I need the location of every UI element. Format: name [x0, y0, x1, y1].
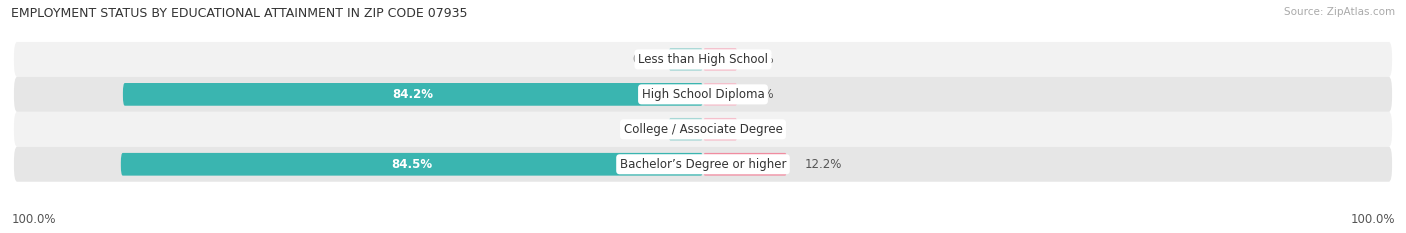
- Text: Source: ZipAtlas.com: Source: ZipAtlas.com: [1284, 7, 1395, 17]
- Text: 0.0%: 0.0%: [633, 53, 662, 66]
- Text: High School Diploma: High School Diploma: [641, 88, 765, 101]
- Text: EMPLOYMENT STATUS BY EDUCATIONAL ATTAINMENT IN ZIP CODE 07935: EMPLOYMENT STATUS BY EDUCATIONAL ATTAINM…: [11, 7, 468, 20]
- FancyBboxPatch shape: [703, 118, 738, 141]
- FancyBboxPatch shape: [14, 77, 1392, 112]
- Text: Less than High School: Less than High School: [638, 53, 768, 66]
- Text: College / Associate Degree: College / Associate Degree: [624, 123, 782, 136]
- FancyBboxPatch shape: [669, 48, 703, 71]
- Text: 84.5%: 84.5%: [391, 158, 433, 171]
- FancyBboxPatch shape: [669, 118, 703, 141]
- Text: 0.0%: 0.0%: [744, 123, 773, 136]
- Text: 12.2%: 12.2%: [804, 158, 842, 171]
- Text: 0.0%: 0.0%: [744, 53, 773, 66]
- Text: 0.0%: 0.0%: [633, 123, 662, 136]
- Text: 100.0%: 100.0%: [11, 212, 56, 226]
- FancyBboxPatch shape: [703, 48, 738, 71]
- FancyBboxPatch shape: [14, 147, 1392, 182]
- Legend: In Labor Force, Unemployed: In Labor Force, Unemployed: [599, 230, 807, 233]
- FancyBboxPatch shape: [703, 83, 738, 106]
- Text: Bachelor’s Degree or higher: Bachelor’s Degree or higher: [620, 158, 786, 171]
- FancyBboxPatch shape: [14, 42, 1392, 77]
- Text: 0.0%: 0.0%: [744, 88, 773, 101]
- Text: 100.0%: 100.0%: [1350, 212, 1395, 226]
- Text: 84.2%: 84.2%: [392, 88, 433, 101]
- FancyBboxPatch shape: [122, 83, 703, 106]
- FancyBboxPatch shape: [14, 112, 1392, 147]
- FancyBboxPatch shape: [121, 153, 703, 176]
- FancyBboxPatch shape: [703, 153, 787, 176]
